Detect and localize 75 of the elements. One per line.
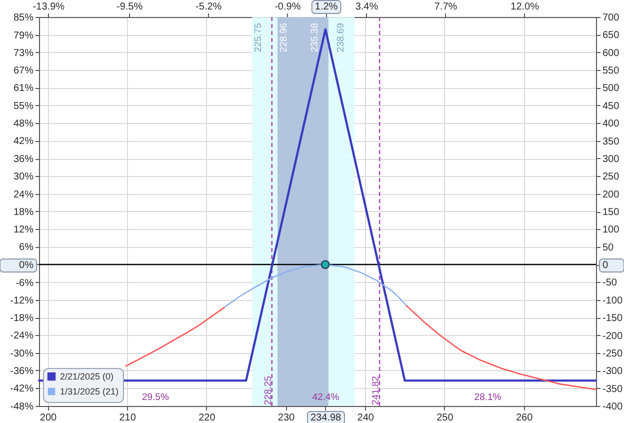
x2-tick-label: -13.9% — [32, 2, 65, 12]
y2-tick-label: 550 — [602, 66, 620, 77]
y2-tick-label: -150 — [602, 313, 623, 324]
x-tick-label: 220 — [198, 412, 216, 423]
ref-line-label: 241.82 — [370, 376, 382, 405]
y2-tick-label: -250 — [602, 348, 623, 360]
y-tick-label: 42% — [13, 136, 34, 148]
line-series — [406, 304, 597, 390]
y-tick-label: -18% — [10, 313, 34, 324]
y-tick-label: 12% — [13, 224, 34, 236]
annotation: 28.1% — [474, 392, 502, 403]
y2-tick-label: 400 — [602, 118, 620, 130]
x2-tick-label: 3.4% — [355, 2, 378, 12]
x2-tick-label: -9.5% — [116, 2, 143, 12]
x2-tick-label: 1.2% — [314, 2, 338, 12]
legend-label: 1/31/2025 (21) — [60, 386, 119, 396]
y-tick-label: 24% — [13, 189, 34, 200]
y2-tick-label: 350 — [602, 136, 620, 148]
y-tick-label: 0% — [19, 260, 34, 271]
y-tick-label: -12% — [10, 295, 34, 306]
y-tick-label: 55% — [13, 100, 34, 112]
y2-tick-label: 700 — [602, 12, 620, 24]
x-tick-label: 230 — [278, 412, 296, 423]
y2-tick-label: 100 — [602, 224, 620, 236]
y2-tick-label: 650 — [602, 30, 620, 42]
ref-line-label: 228.25 — [262, 376, 274, 405]
x2-tick-label: -5.2% — [196, 2, 222, 12]
y2-tick-label: -400 — [602, 402, 623, 412]
annotation: 225.75 — [253, 23, 264, 52]
y-tick-label: 6% — [19, 242, 34, 254]
annotation: 42.4% — [312, 392, 340, 403]
x2-tick-label: 7.7% — [434, 2, 458, 12]
y2-tick-label: -50 — [602, 278, 618, 289]
x-tick-label: 200 — [40, 412, 58, 423]
y-tick-label: 30% — [13, 172, 34, 183]
y-tick-label: -42% — [10, 384, 34, 395]
line-series — [125, 307, 225, 367]
legend-label: 2/21/2025 (0) — [60, 372, 114, 382]
y2-tick-label: 200 — [602, 189, 620, 200]
y-tick-label: 36% — [13, 154, 34, 166]
x-tick-label: 234.98 — [310, 412, 342, 423]
annotation: 238.69 — [336, 23, 347, 52]
y-tick-label: -30% — [10, 348, 34, 360]
annotation: 29.5% — [142, 392, 170, 403]
y2-tick-label: -350 — [602, 384, 623, 395]
y2-tick-label: 250 — [602, 172, 620, 183]
x-tick-label: 250 — [436, 412, 454, 423]
y-tick-label: 67% — [13, 66, 34, 77]
x2-tick-label: -0.9% — [274, 2, 301, 12]
y-tick-label: 48% — [13, 118, 34, 130]
annotation: 235.38 — [309, 23, 320, 52]
y2-tick-label: 500 — [602, 83, 620, 94]
y2-tick-label: 600 — [602, 48, 620, 59]
y-tick-label: 79% — [13, 30, 34, 42]
annotation: 228.96 — [278, 23, 290, 52]
y2-tick-label: -200 — [602, 330, 623, 342]
y-tick-label: 73% — [13, 48, 34, 59]
y2-tick-label: 150 — [602, 207, 620, 218]
y-tick-label: -36% — [10, 366, 34, 377]
y2-tick-label: -300 — [602, 366, 623, 378]
y2-tick-label: -100 — [602, 295, 623, 306]
y-tick-label: 18% — [13, 206, 34, 218]
y-tick-label: 85% — [13, 12, 34, 24]
y-tick-label: -6% — [16, 278, 34, 289]
x-tick-label: 260 — [516, 412, 534, 423]
y2-tick-label: 450 — [602, 100, 620, 112]
y2-tick-label: 300 — [602, 154, 620, 165]
y-tick-label: -48% — [10, 402, 34, 412]
x-tick-label: 210 — [119, 412, 136, 423]
x2-tick-label: 12.0% — [510, 2, 540, 12]
y-tick-label: -24% — [10, 330, 34, 342]
y-tick-label: 61% — [13, 83, 34, 94]
y2-tick-label: 0 — [602, 260, 608, 272]
x-tick-label: 240 — [357, 412, 374, 423]
y2-tick-label: 50 — [602, 242, 614, 254]
